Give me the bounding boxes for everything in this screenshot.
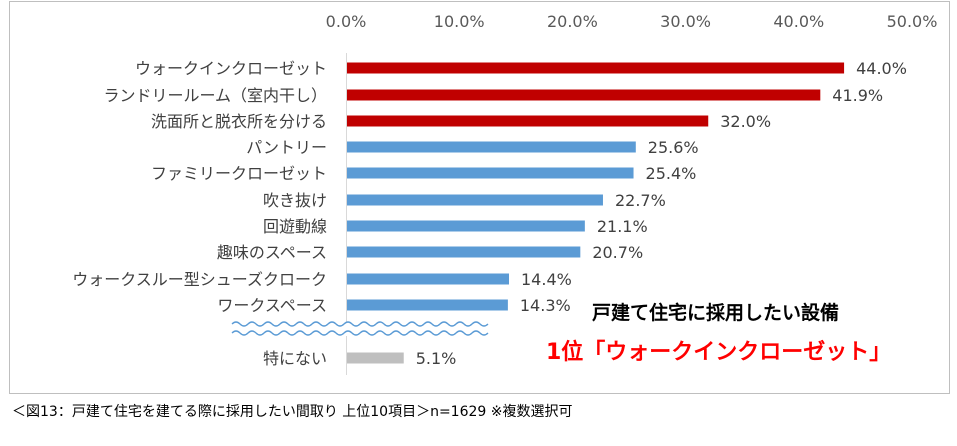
data-labels: 44.0% 41.9% 32.0% 25.6% 25.4% 22.7% 21.1% 20.7%… bbox=[416, 59, 907, 368]
category-label: 洗面所と脱衣所を分ける bbox=[151, 112, 327, 131]
x-tick-label: 20.0% bbox=[547, 12, 598, 31]
category-label: 趣味のスペース bbox=[217, 243, 327, 262]
category-label: 回遊動線 bbox=[263, 217, 327, 236]
category-label: ファミリークローゼット bbox=[151, 164, 327, 183]
figure-caption: ＜図13：戸建て住宅を建てる際に採用したい間取り 上位10項目＞n=1629 ※… bbox=[12, 404, 573, 420]
bar bbox=[347, 141, 636, 153]
bar bbox=[347, 273, 510, 285]
callout-title: 戸建て住宅に採用したい設備 bbox=[592, 302, 840, 324]
axis-break-wave-top bbox=[231, 321, 489, 327]
bar bbox=[347, 194, 603, 206]
data-label: 22.7% bbox=[615, 191, 666, 210]
category-label: ウォークインクローゼット bbox=[135, 59, 327, 78]
data-label: 14.4% bbox=[521, 270, 572, 289]
bars bbox=[347, 62, 845, 364]
data-label: 25.6% bbox=[648, 138, 699, 157]
data-label: 32.0% bbox=[720, 112, 771, 131]
category-label: 特にない bbox=[263, 349, 327, 368]
category-label: ウォークスルー型シューズクローク bbox=[72, 270, 327, 289]
bar bbox=[347, 220, 585, 232]
bar bbox=[347, 62, 845, 74]
x-tick-label: 50.0% bbox=[887, 12, 938, 31]
axis-break-wave-bottom bbox=[231, 330, 489, 336]
axis-break bbox=[230, 321, 489, 336]
x-tick-label: 10.0% bbox=[434, 12, 485, 31]
bar bbox=[347, 352, 404, 364]
x-tick-label: 0.0% bbox=[326, 12, 367, 31]
data-label: 21.1% bbox=[597, 217, 648, 236]
x-tick-label: 30.0% bbox=[660, 12, 711, 31]
data-label: 14.3% bbox=[520, 296, 571, 315]
bar bbox=[347, 299, 508, 311]
data-label: 44.0% bbox=[856, 59, 907, 78]
category-label: 吹き抜け bbox=[263, 191, 327, 210]
bar bbox=[347, 89, 821, 101]
callout-highlight: 1位「ウォークインクローゼット」 bbox=[546, 340, 892, 365]
data-label: 20.7% bbox=[592, 243, 643, 262]
data-label: 41.9% bbox=[832, 86, 883, 105]
category-label: ランドリールーム（室内干し） bbox=[103, 86, 327, 105]
bar bbox=[347, 167, 634, 179]
category-label: ワークスペース bbox=[217, 296, 327, 315]
category-label: パントリー bbox=[246, 138, 327, 157]
data-label: 25.4% bbox=[646, 164, 697, 183]
x-axis-ticks: 0.0% 10.0% 20.0% 30.0% 40.0% 50.0% bbox=[326, 12, 938, 31]
bar bbox=[347, 115, 709, 127]
bar bbox=[347, 246, 581, 258]
x-tick-label: 40.0% bbox=[773, 12, 824, 31]
data-label: 5.1% bbox=[416, 349, 457, 368]
